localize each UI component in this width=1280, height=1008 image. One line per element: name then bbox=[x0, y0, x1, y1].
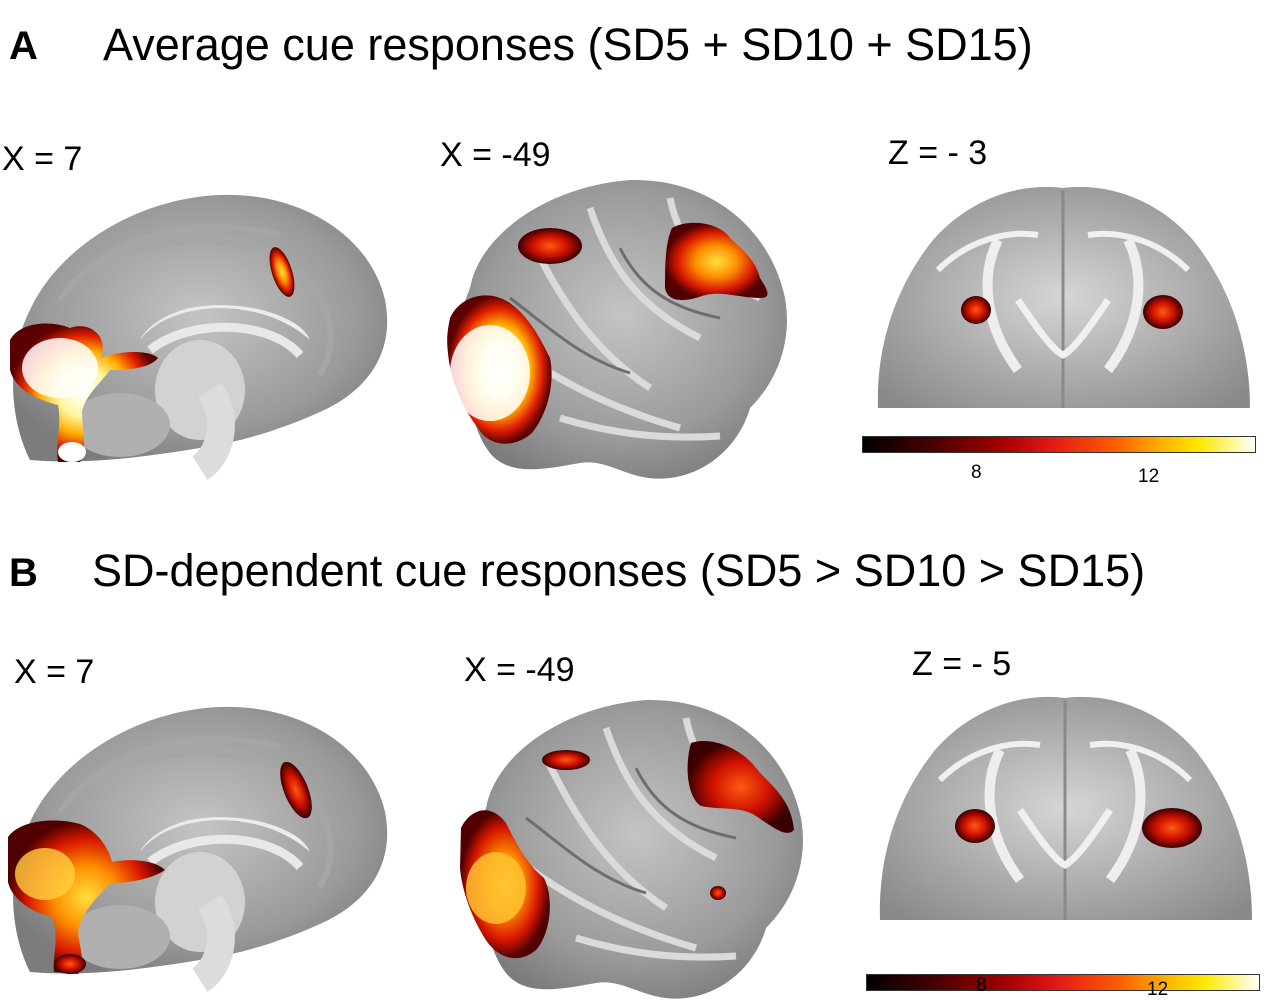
panel-a-lateral-sagittal-slice bbox=[447, 179, 787, 479]
panel-b-colorbar-tick-low: 8 bbox=[976, 975, 987, 996]
panel-b-slice-1-label: X = 7 bbox=[14, 653, 95, 691]
panel-a-colorbar-tick-low: 8 bbox=[971, 462, 982, 483]
panel-a-axial-slice bbox=[877, 186, 1250, 408]
panel-a-slice-2-label: X = -49 bbox=[440, 136, 551, 174]
panel-a-slice-1-label: X = 7 bbox=[2, 140, 83, 178]
panel-b-letter: B bbox=[9, 551, 38, 595]
panel-a-colorbar-tick-high: 12 bbox=[1138, 466, 1160, 487]
panel-a-letter: A bbox=[9, 24, 38, 68]
panel-b-colorbar-tick-high: 12 bbox=[1147, 979, 1169, 1000]
panel-a-title: Average cue responses (SD5 + SD10 + SD15… bbox=[103, 19, 1033, 70]
panel-b-axial-slice bbox=[879, 696, 1252, 920]
panel-b-colorbar bbox=[866, 974, 1260, 991]
panel-b-medial-sagittal-slice bbox=[8, 706, 388, 992]
panel-a-slice-3-label: Z = - 3 bbox=[888, 134, 988, 172]
panel-b-title: SD-dependent cue responses (SD5 > SD10 >… bbox=[92, 545, 1146, 596]
panel-b-slice-3-label: Z = - 5 bbox=[912, 645, 1012, 683]
panel-a-medial-sagittal-slice bbox=[10, 194, 388, 480]
panel-a-colorbar bbox=[862, 436, 1256, 453]
panel-b-slice-2-label: X = -49 bbox=[464, 651, 575, 689]
panel-b-lateral-sagittal-slice bbox=[460, 699, 803, 999]
